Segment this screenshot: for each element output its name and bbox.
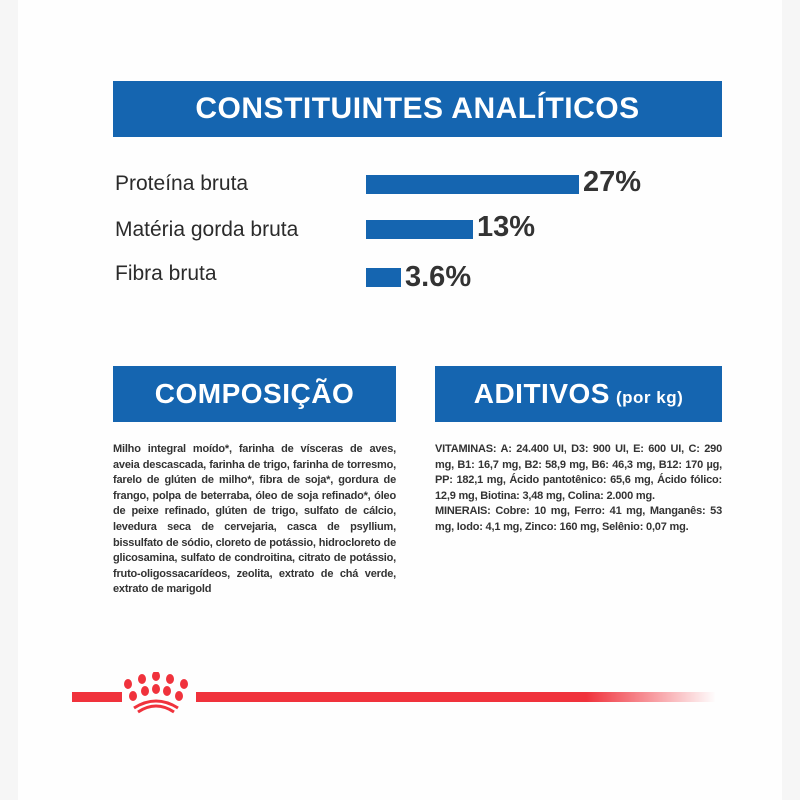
additives-title-suffix: (por kg) <box>615 388 684 407</box>
label-fat: Matéria gorda bruta <box>115 218 299 241</box>
red-line-left <box>72 692 122 702</box>
value-protein: 27% <box>583 166 642 198</box>
additives-title: ADITIVOS <box>473 378 610 409</box>
value-fat: 13% <box>477 211 536 243</box>
analytical-constituents-header: CONSTITUINTES ANALÍTICOS <box>113 81 722 137</box>
bar-fibre <box>366 268 401 287</box>
value-fibre: 3.6% <box>405 261 472 293</box>
bar-fat <box>366 220 473 239</box>
label-fibre: Fibra bruta <box>115 262 217 285</box>
vitamins-text: VITAMINAS: A: 24.400 UI, D3: 900 UI, E: … <box>435 443 722 502</box>
label-protein: Proteína bruta <box>115 172 249 195</box>
royal-canin-crown-icon <box>124 672 188 714</box>
additives-header: ADITIVOS (por kg) <box>435 366 722 422</box>
minerals-text: MINERAIS: Cobre: 10 mg, Ferro: 41 mg, Ma… <box>435 505 722 533</box>
composition-title: COMPOSIÇÃO <box>154 378 355 409</box>
additives-text: VITAMINAS: A: 24.400 UI, D3: 900 UI, E: … <box>435 442 722 536</box>
analytical-title: CONSTITUINTES ANALÍTICOS <box>195 92 640 125</box>
composition-text: Milho integral moído*, farinha de víscer… <box>113 443 396 596</box>
composition-header: COMPOSIÇÃO <box>113 366 396 422</box>
red-line-right <box>196 692 716 702</box>
bar-protein <box>366 175 579 194</box>
